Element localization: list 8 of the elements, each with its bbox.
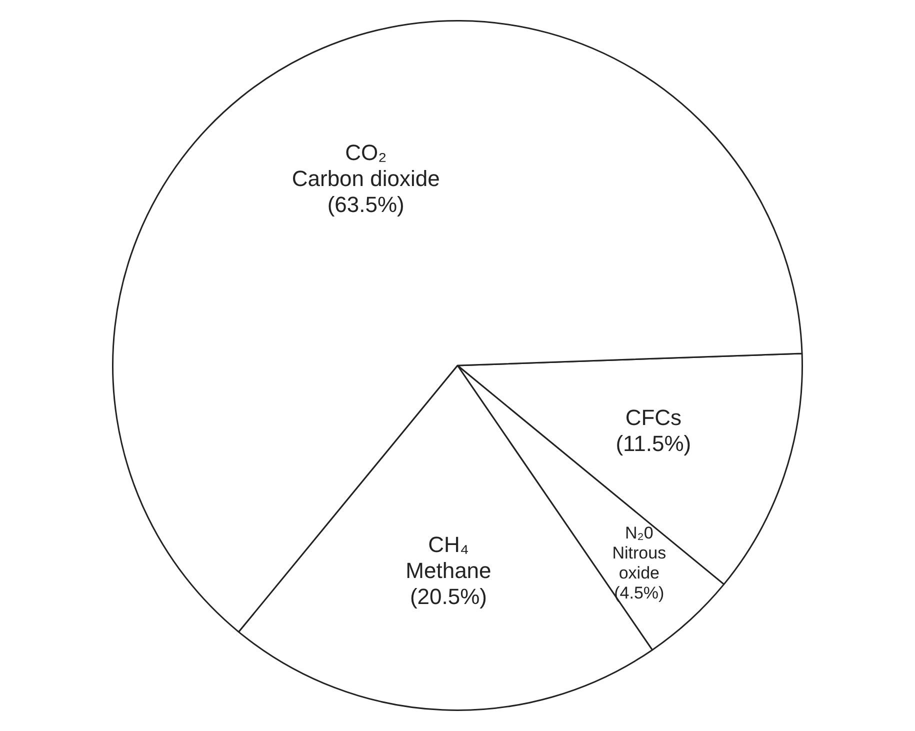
slice-label: CO₂ Carbon dioxide	[292, 140, 440, 192]
slice-label: CH₄ Methane	[406, 532, 492, 584]
data-label: (11.5%)	[616, 430, 692, 456]
data-label: (4.5%)	[614, 583, 664, 602]
slice-label: CFCs	[625, 404, 682, 430]
data-label: (20.5%)	[410, 584, 487, 610]
slice-label: N₂0 Nitrous oxide	[612, 523, 666, 582]
data-label: (63.5%)	[327, 192, 404, 218]
